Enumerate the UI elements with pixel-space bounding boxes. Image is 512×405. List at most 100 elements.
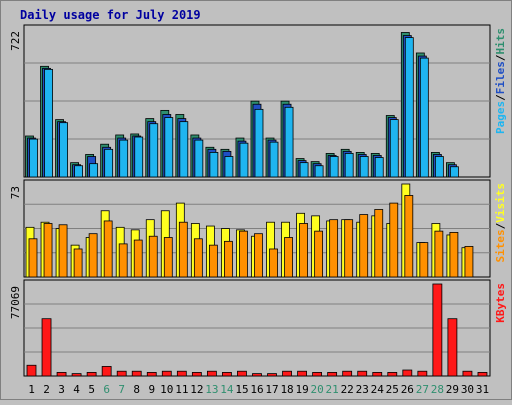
bar-pages-day-19 [299, 162, 309, 178]
bar-pages-day-29 [450, 166, 459, 178]
bar-kbytes-day-15 [237, 370, 247, 377]
bar-pages-day-5 [89, 163, 99, 178]
bar-sites-day-17 [269, 248, 278, 278]
bar-kbytes-day-2 [41, 318, 52, 377]
bar-pages-day-23 [359, 156, 369, 178]
bar-sites-day-1 [28, 238, 38, 278]
bar-pages-day-27 [419, 57, 429, 178]
bar-pages-day-10 [164, 117, 174, 178]
bar-pages-day-1 [29, 138, 38, 178]
bar-pages-day-4 [74, 165, 83, 178]
x-tick-label: 29 [446, 383, 459, 396]
bar-pages-day-28 [434, 156, 444, 178]
panel-sites-visits: 73 Sites/Visits [9, 179, 507, 278]
bar-kbytes-day-7 [116, 370, 127, 377]
bar-kbytes-day-4 [71, 373, 82, 377]
x-tick-label: 12 [190, 383, 203, 396]
x-tick-label: 3 [58, 383, 65, 396]
bar-kbytes-day-22 [342, 370, 353, 377]
bar-kbytes-day-1 [26, 364, 37, 377]
legend-entry: Files [494, 61, 507, 94]
x-tick-label: 20 [311, 383, 324, 396]
bar-sites-day-2 [43, 223, 53, 278]
y-max-label: 77069 [9, 286, 22, 319]
bar-sites-day-26 [404, 195, 414, 278]
x-tick-label: 31 [476, 383, 489, 396]
legend-entry: Visits [494, 183, 507, 223]
bar-sites-day-11 [178, 221, 188, 278]
x-tick-label: 23 [356, 383, 369, 396]
bar-kbytes-day-24 [372, 372, 383, 377]
bar-kbytes-day-25 [387, 372, 398, 377]
bar-kbytes-day-5 [86, 372, 97, 377]
legend-entry: / [494, 94, 507, 101]
bar-kbytes-day-16 [252, 373, 262, 377]
x-tick-label: 14 [220, 383, 234, 396]
bar-sites-day-20 [314, 230, 324, 278]
bar-kbytes-day-20 [312, 372, 323, 377]
x-axis-labels: 1 2 3 4 5 6 7 8 9 10 11 12 13 14 15 16 17 18 19 20 21 22 23 24 2… [28, 383, 489, 396]
bar-sites-day-9 [148, 235, 158, 278]
x-tick-label: 17 [265, 383, 278, 396]
x-tick-label: 7 [118, 383, 125, 396]
bar-sites-day-10 [163, 237, 173, 278]
x-tick-label: 25 [386, 383, 399, 396]
bar-sites-day-27 [419, 242, 429, 278]
bar-sites-day-14 [224, 240, 233, 278]
bar-kbytes-day-3 [56, 372, 67, 377]
bar-kbytes-day-26 [402, 369, 413, 377]
x-tick-label: 13 [205, 383, 218, 396]
bar-kbytes-day-10 [161, 370, 172, 377]
x-tick-label: 10 [160, 383, 173, 396]
bar-kbytes-day-27 [417, 370, 428, 377]
legend-entry: / [494, 222, 507, 229]
bar-sites-day-18 [284, 237, 293, 278]
x-tick-label: 18 [280, 383, 293, 396]
panel-legend: KBytes [494, 283, 507, 323]
bar-sites-day-8 [133, 239, 143, 278]
x-tick-label: 6 [103, 383, 110, 396]
bar-sites-day-4 [73, 248, 83, 278]
legend-entry: Hits [494, 28, 507, 55]
bar-sites-day-5 [88, 233, 98, 278]
bar-kbytes-day-13 [206, 370, 217, 377]
legend-entry: Pages [494, 101, 507, 134]
bar-sites-day-6 [103, 220, 113, 278]
chart-title: Daily usage for July 2019 [20, 8, 201, 22]
x-tick-label: 16 [250, 383, 263, 396]
bar-pages-day-2 [44, 68, 53, 178]
bar-pages-day-18 [284, 106, 294, 178]
bar-sites-day-25 [389, 202, 399, 278]
bar-pages-day-11 [179, 121, 189, 178]
bar-kbytes-day-31 [477, 372, 488, 377]
bar-sites-day-24 [374, 209, 384, 278]
x-tick-label: 30 [461, 383, 474, 396]
bar-kbytes-day-9 [146, 372, 157, 377]
x-tick-label: 9 [148, 383, 155, 396]
bar-pages-day-26 [404, 37, 414, 178]
bar-pages-day-3 [59, 122, 68, 178]
x-tick-label: 22 [341, 383, 354, 396]
bar-pages-day-15 [239, 142, 249, 178]
bar-sites-day-12 [193, 238, 203, 278]
bar-pages-day-16 [254, 108, 264, 178]
bar-pages-day-7 [119, 139, 129, 178]
x-tick-label: 2 [43, 383, 50, 396]
bar-sites-day-3 [58, 224, 68, 278]
x-tick-label: 4 [73, 383, 80, 396]
x-tick-label: 15 [235, 383, 248, 396]
bar-kbytes-day-23 [357, 370, 368, 377]
bar-pages-day-20 [314, 165, 324, 178]
y-max-label: 722 [9, 31, 22, 51]
bar-sites-day-30 [464, 246, 474, 278]
bar-pages-day-13 [209, 152, 219, 178]
bar-kbytes-day-28 [432, 283, 443, 377]
bar-sites-day-28 [434, 230, 444, 278]
x-tick-label: 5 [88, 383, 95, 396]
bar-sites-day-22 [344, 219, 354, 278]
bar-pages-day-9 [149, 123, 159, 178]
bar-kbytes-day-18 [282, 370, 292, 377]
